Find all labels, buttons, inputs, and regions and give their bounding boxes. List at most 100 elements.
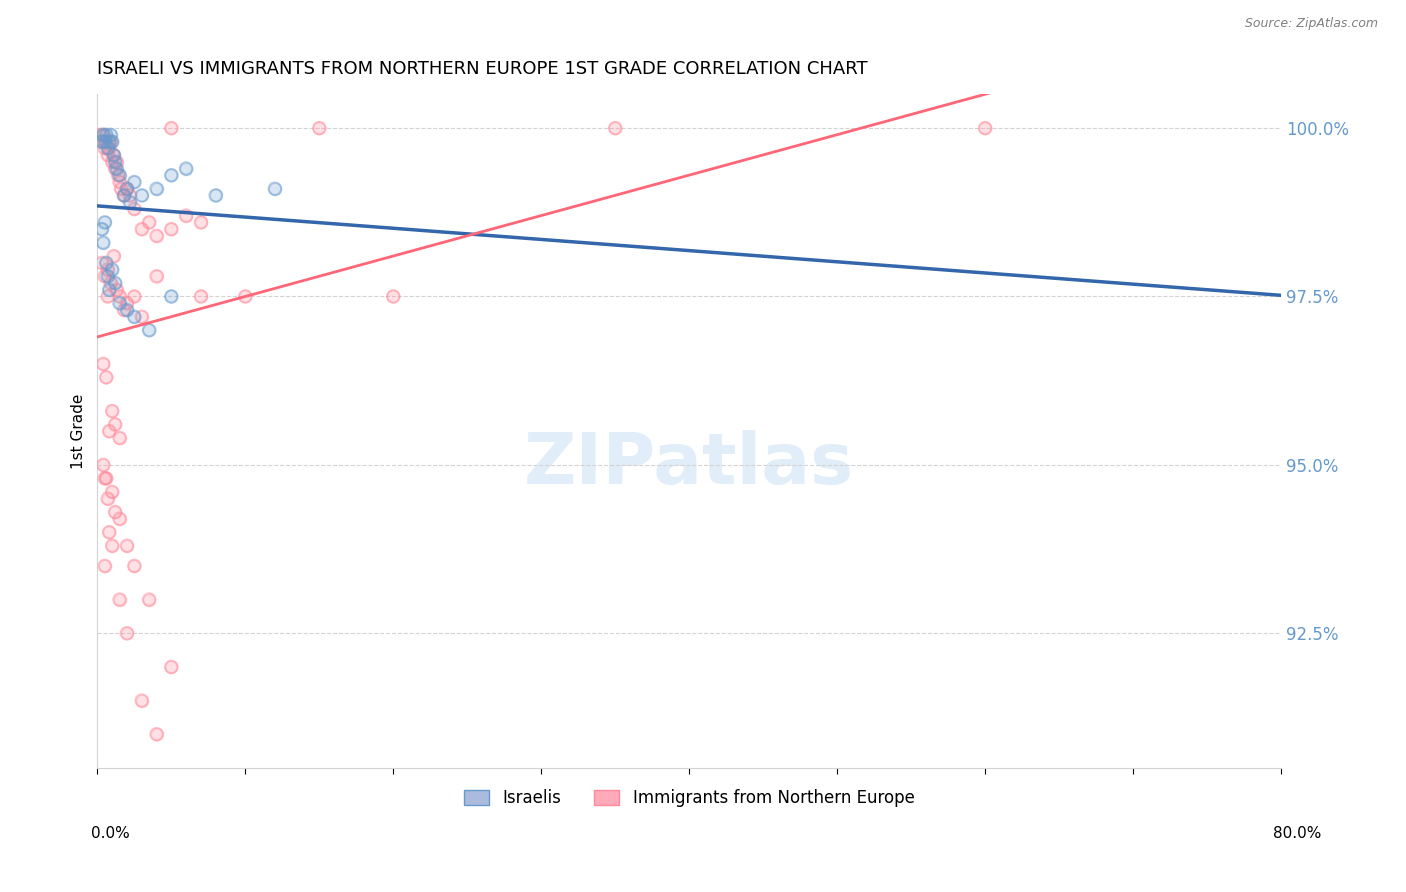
Point xyxy=(101,539,124,553)
Point xyxy=(91,357,114,371)
Point xyxy=(174,161,197,176)
Point xyxy=(104,161,127,176)
Point xyxy=(115,626,138,640)
Point xyxy=(131,310,153,324)
Text: ISRAELI VS IMMIGRANTS FROM NORTHERN EUROPE 1ST GRADE CORRELATION CHART: ISRAELI VS IMMIGRANTS FROM NORTHERN EURO… xyxy=(97,60,868,78)
Point xyxy=(104,276,127,290)
Point xyxy=(101,135,124,149)
Point xyxy=(105,283,128,297)
Point xyxy=(104,276,127,290)
Point xyxy=(974,121,997,136)
Point xyxy=(90,222,112,236)
Point xyxy=(97,148,120,162)
Point xyxy=(382,289,405,303)
Point xyxy=(145,727,167,741)
Point xyxy=(91,128,114,142)
Point xyxy=(131,310,153,324)
Point xyxy=(108,512,131,526)
Point xyxy=(124,289,146,303)
Point xyxy=(96,471,118,485)
Point xyxy=(97,269,120,284)
Point xyxy=(104,154,127,169)
Point xyxy=(101,484,124,499)
Point xyxy=(96,135,118,149)
Point xyxy=(105,154,128,169)
Point xyxy=(124,175,146,189)
Point xyxy=(108,289,131,303)
Point xyxy=(107,168,129,182)
Point xyxy=(97,269,120,284)
Point xyxy=(91,458,114,472)
Point xyxy=(308,121,330,136)
Point xyxy=(94,215,117,229)
Point xyxy=(138,592,160,607)
Point xyxy=(96,128,118,142)
Point xyxy=(115,302,138,317)
Point xyxy=(103,148,125,162)
Point xyxy=(105,161,128,176)
Point xyxy=(264,182,287,196)
Point xyxy=(98,141,121,155)
Point xyxy=(98,283,121,297)
Point xyxy=(94,558,117,573)
Point xyxy=(94,141,117,155)
Point xyxy=(90,222,112,236)
Text: Source: ZipAtlas.com: Source: ZipAtlas.com xyxy=(1244,17,1378,29)
Point xyxy=(605,121,627,136)
Point xyxy=(96,128,118,142)
Point xyxy=(112,302,135,317)
Point xyxy=(118,195,141,210)
Point xyxy=(91,128,114,142)
Point xyxy=(97,491,120,506)
Point xyxy=(108,175,131,189)
Point xyxy=(190,289,212,303)
Point xyxy=(97,141,120,155)
Point xyxy=(104,154,127,169)
Point xyxy=(145,269,167,284)
Point xyxy=(97,262,120,277)
Point xyxy=(233,289,256,303)
Point xyxy=(89,128,111,142)
Point xyxy=(382,289,405,303)
Point xyxy=(160,222,183,236)
Point xyxy=(104,505,127,519)
Point xyxy=(96,256,118,270)
Point xyxy=(124,202,146,216)
Point xyxy=(90,135,112,149)
Point xyxy=(204,188,226,202)
Point xyxy=(115,296,138,310)
Point xyxy=(100,276,122,290)
Point xyxy=(145,228,167,243)
Point xyxy=(103,148,125,162)
Point xyxy=(160,289,183,303)
Legend: Israelis, Immigrants from Northern Europe: Israelis, Immigrants from Northern Europ… xyxy=(457,782,921,814)
Point xyxy=(100,135,122,149)
Point xyxy=(124,558,146,573)
Point xyxy=(90,135,112,149)
Point xyxy=(110,182,132,196)
Text: ZIPatlas: ZIPatlas xyxy=(524,430,855,500)
Point xyxy=(100,276,122,290)
Point xyxy=(118,188,141,202)
Point xyxy=(101,539,124,553)
Point xyxy=(94,215,117,229)
Point xyxy=(98,424,121,438)
Point xyxy=(108,168,131,182)
Point xyxy=(101,484,124,499)
Point xyxy=(104,417,127,432)
Point xyxy=(104,505,127,519)
Point xyxy=(131,188,153,202)
Point xyxy=(118,195,141,210)
Point xyxy=(94,135,117,149)
Point xyxy=(974,121,997,136)
Point xyxy=(108,431,131,445)
Point xyxy=(107,168,129,182)
Point xyxy=(98,525,121,540)
Point xyxy=(94,141,117,155)
Point xyxy=(110,182,132,196)
Point xyxy=(174,209,197,223)
Point xyxy=(160,121,183,136)
Point xyxy=(91,357,114,371)
Point xyxy=(105,154,128,169)
Point xyxy=(160,289,183,303)
